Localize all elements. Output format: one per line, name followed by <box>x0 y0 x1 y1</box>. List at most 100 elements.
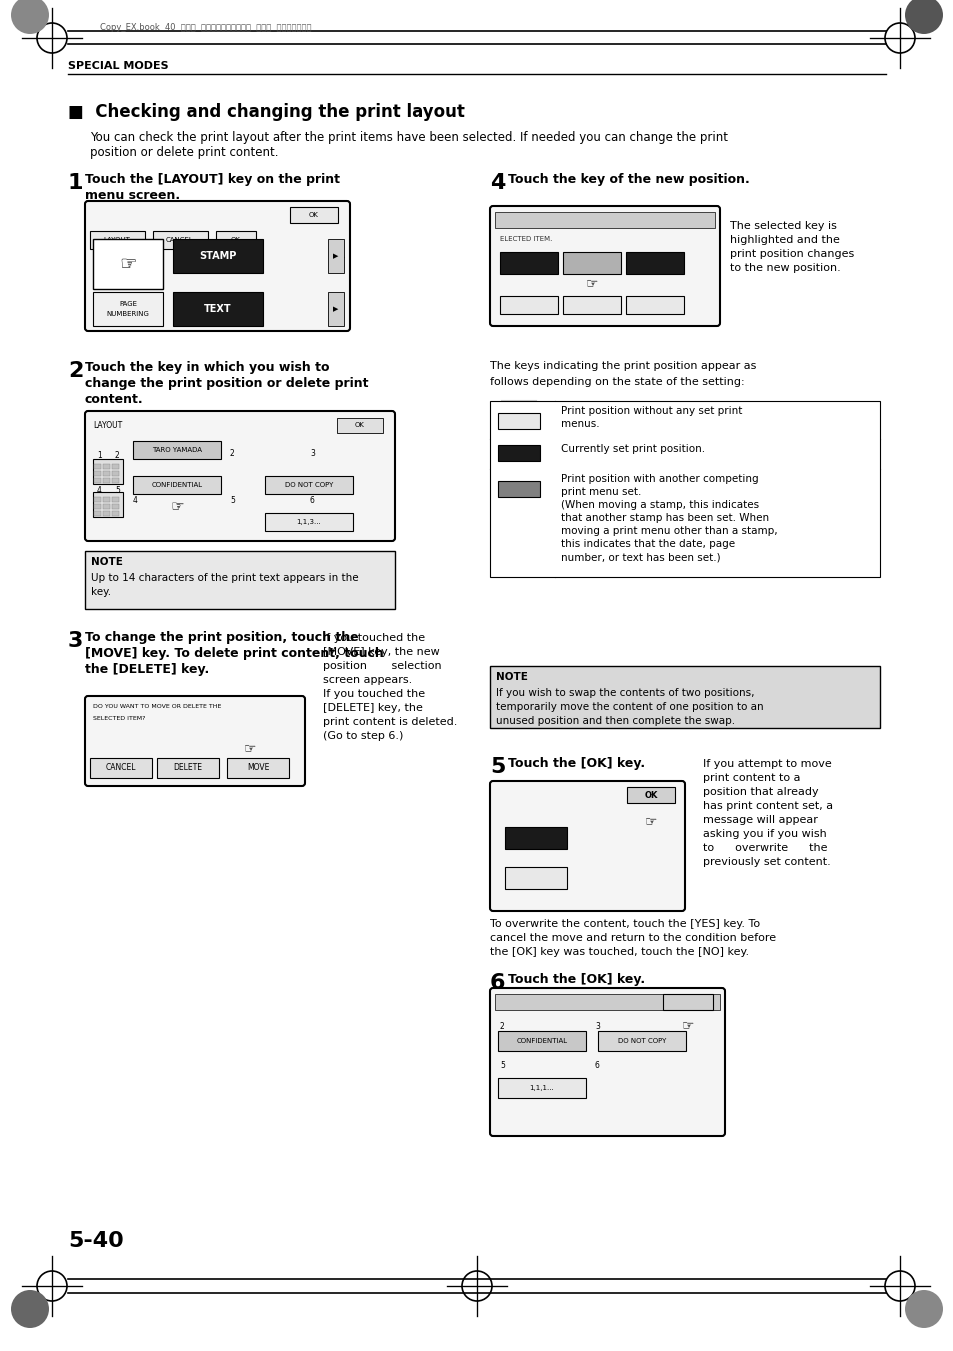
Bar <box>94 463 101 469</box>
Text: MOVE: MOVE <box>247 763 269 773</box>
Text: the [OK] key was touched, touch the [NO] key.: the [OK] key was touched, touch the [NO]… <box>490 947 748 957</box>
Text: ☞: ☞ <box>119 254 136 273</box>
Text: menus.: menus. <box>560 419 599 430</box>
Bar <box>336 417 382 434</box>
FancyBboxPatch shape <box>490 781 684 911</box>
Text: position that already: position that already <box>702 788 818 797</box>
Text: [MOVE] key. To delete print content, touch: [MOVE] key. To delete print content, tou… <box>85 647 383 661</box>
Text: CONFIDENTIAL: CONFIDENTIAL <box>516 1038 567 1044</box>
Text: unused position and then complete the swap.: unused position and then complete the sw… <box>496 716 735 725</box>
Text: The selected key is: The selected key is <box>729 222 836 231</box>
Text: 1: 1 <box>68 173 84 193</box>
Text: 2: 2 <box>499 1021 504 1031</box>
Text: SELECTED ITEM?: SELECTED ITEM? <box>92 716 146 721</box>
Text: moving a print menu other than a stamp,: moving a print menu other than a stamp, <box>560 526 777 536</box>
Text: follows depending on the state of the setting:: follows depending on the state of the se… <box>490 377 744 386</box>
Bar <box>103 504 110 509</box>
Text: the [DELETE] key.: the [DELETE] key. <box>85 663 209 676</box>
Bar <box>625 253 683 274</box>
Bar <box>157 758 219 778</box>
Bar <box>495 994 720 1011</box>
Bar <box>227 758 289 778</box>
Text: 6: 6 <box>310 496 314 505</box>
Bar <box>562 253 620 274</box>
Bar <box>112 511 119 516</box>
Text: highlighted and the: highlighted and the <box>729 235 839 245</box>
Text: OK: OK <box>231 236 241 243</box>
Text: cancel the move and return to the condition before: cancel the move and return to the condit… <box>490 934 776 943</box>
Bar <box>215 231 255 249</box>
Bar <box>103 463 110 469</box>
Text: ☞: ☞ <box>644 815 657 828</box>
Bar <box>132 440 221 459</box>
Text: that another stamp has been set. When: that another stamp has been set. When <box>560 513 768 523</box>
Bar <box>625 296 683 313</box>
Bar <box>662 994 712 1011</box>
Text: 1,1,3...: 1,1,3... <box>296 519 321 526</box>
Text: 5: 5 <box>499 1061 504 1070</box>
Bar <box>112 463 119 469</box>
FancyBboxPatch shape <box>490 205 720 326</box>
Bar <box>103 478 110 484</box>
Text: If you wish to swap the contents of two positions,: If you wish to swap the contents of two … <box>496 688 754 698</box>
Text: 6: 6 <box>595 1061 599 1070</box>
Bar <box>499 253 558 274</box>
Bar <box>152 231 208 249</box>
Text: Currently set print position.: Currently set print position. <box>560 444 704 454</box>
Bar <box>112 497 119 503</box>
Text: menu screen.: menu screen. <box>85 189 180 203</box>
Bar <box>92 292 163 326</box>
Text: 4: 4 <box>97 486 102 494</box>
Bar <box>497 481 539 497</box>
Text: print menu set.: print menu set. <box>560 486 640 497</box>
Text: ☞: ☞ <box>681 1019 694 1032</box>
Bar <box>265 513 353 531</box>
Bar <box>172 292 263 326</box>
Text: Print position without any set print: Print position without any set print <box>560 407 741 416</box>
FancyBboxPatch shape <box>85 696 305 786</box>
Text: 3: 3 <box>310 449 314 458</box>
Text: STAMP: STAMP <box>199 251 236 261</box>
Text: Copy_EX.book  40  ページ  ２００４年９月２８日  火曜日  午後９時５４分: Copy_EX.book 40 ページ ２００４年９月２８日 火曜日 午後９時５… <box>100 23 312 32</box>
Bar <box>562 296 620 313</box>
Text: Touch the key of the new position.: Touch the key of the new position. <box>507 173 749 186</box>
Text: CANCEL: CANCEL <box>166 236 193 243</box>
Bar <box>112 504 119 509</box>
Bar <box>94 471 101 476</box>
Text: 2: 2 <box>230 449 234 458</box>
Text: 3: 3 <box>68 631 83 651</box>
Text: print position changes: print position changes <box>729 249 853 259</box>
Bar <box>94 478 101 484</box>
Text: If you attempt to move: If you attempt to move <box>702 759 831 769</box>
Bar <box>90 758 152 778</box>
Text: position or delete print content.: position or delete print content. <box>90 146 278 159</box>
Bar <box>172 239 263 273</box>
Text: OK: OK <box>309 212 318 218</box>
Text: [DELETE] key, the: [DELETE] key, the <box>323 703 422 713</box>
Bar <box>598 1031 685 1051</box>
Text: ☞: ☞ <box>170 500 184 515</box>
Text: 1: 1 <box>339 253 344 259</box>
Text: Touch the [OK] key.: Touch the [OK] key. <box>507 973 644 986</box>
Text: 4: 4 <box>490 173 505 193</box>
Text: SPECIAL MODES: SPECIAL MODES <box>68 61 169 72</box>
Text: 6: 6 <box>132 486 138 494</box>
Text: (When moving a stamp, this indicates: (When moving a stamp, this indicates <box>560 500 759 509</box>
Bar <box>94 511 101 516</box>
Bar <box>328 292 344 326</box>
Bar <box>497 1078 585 1098</box>
Text: Up to 14 characters of the print text appears in the: Up to 14 characters of the print text ap… <box>91 573 358 584</box>
Bar <box>290 207 337 223</box>
Circle shape <box>904 0 942 34</box>
Bar <box>504 867 566 889</box>
Text: CANCEL: CANCEL <box>106 763 136 773</box>
Text: 5: 5 <box>115 486 120 494</box>
Text: DELETE: DELETE <box>173 763 202 773</box>
Text: 1: 1 <box>97 451 102 459</box>
Text: previously set content.: previously set content. <box>702 857 830 867</box>
Text: CONFIDENTIAL: CONFIDENTIAL <box>152 482 202 488</box>
Text: DO NOT COPY: DO NOT COPY <box>618 1038 665 1044</box>
Bar <box>626 788 675 802</box>
Text: number, or text has been set.): number, or text has been set.) <box>560 553 720 562</box>
Text: The keys indicating the print position appear as: The keys indicating the print position a… <box>490 361 756 372</box>
